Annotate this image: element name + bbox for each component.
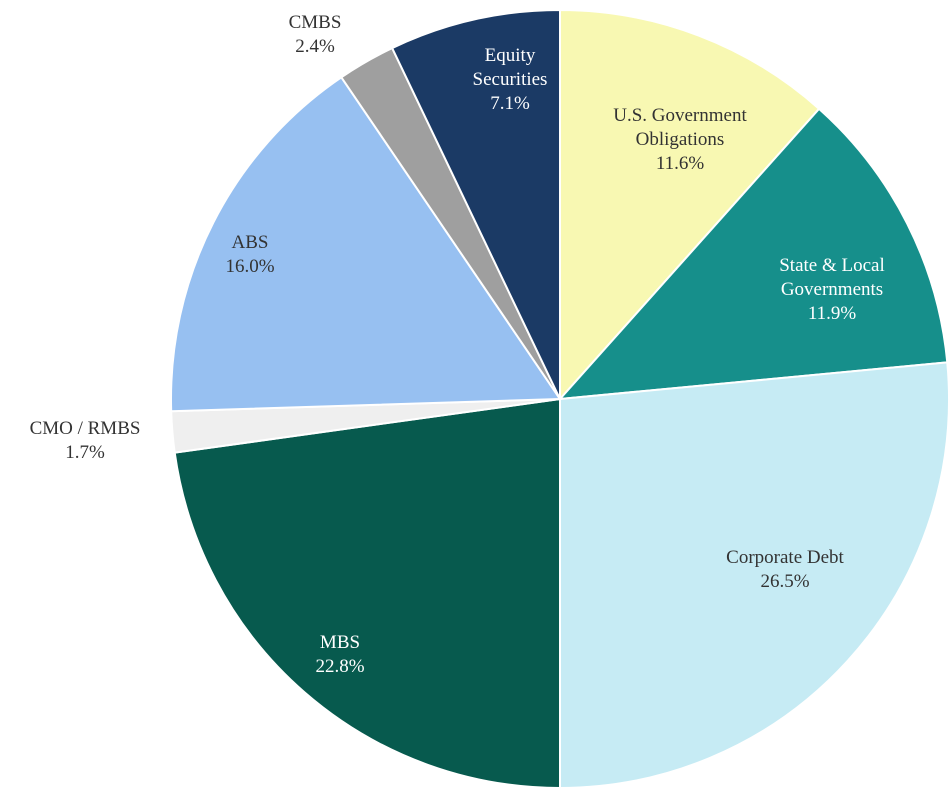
slice-label: MBS 22.8% xyxy=(315,631,364,679)
pie-slice xyxy=(559,361,950,790)
pie-slice xyxy=(170,75,562,413)
pie-slice xyxy=(173,397,561,790)
slice-label: Equity Securities 7.1% xyxy=(460,44,560,116)
category-label: CMBS xyxy=(288,12,342,33)
value-label: 1.7% xyxy=(65,442,105,463)
slice-label: CMBS 2.4% xyxy=(289,11,342,59)
slice-label: CMO / RMBS 1.7% xyxy=(30,417,141,465)
category-label: Equity Securities xyxy=(472,45,548,90)
category-label: MBS xyxy=(319,632,361,653)
pie-slice xyxy=(559,8,821,402)
value-label: 16.0% xyxy=(225,256,275,277)
pie-slice xyxy=(557,107,949,401)
category-label: U.S. Government Obligations xyxy=(613,105,747,150)
value-label: 22.8% xyxy=(315,656,365,677)
category-label: Corporate Debt xyxy=(726,547,844,568)
category-label: State & Local Governments xyxy=(779,255,885,300)
slice-label: U.S. Government Obligations 11.6% xyxy=(598,104,763,176)
value-label: 2.4% xyxy=(295,36,335,57)
category-label: ABS xyxy=(231,232,269,253)
category-label: CMO / RMBS xyxy=(29,418,141,439)
value-label: 11.6% xyxy=(655,153,705,174)
value-label: 11.9% xyxy=(807,303,857,324)
pie-slice xyxy=(390,8,561,400)
slice-label: State & Local Governments 11.9% xyxy=(773,254,892,326)
value-label: 26.5% xyxy=(760,571,810,592)
slice-label: Corporate Debt 26.5% xyxy=(726,546,844,594)
value-label: 7.1% xyxy=(490,93,530,114)
slice-label: ABS 16.0% xyxy=(225,231,274,279)
